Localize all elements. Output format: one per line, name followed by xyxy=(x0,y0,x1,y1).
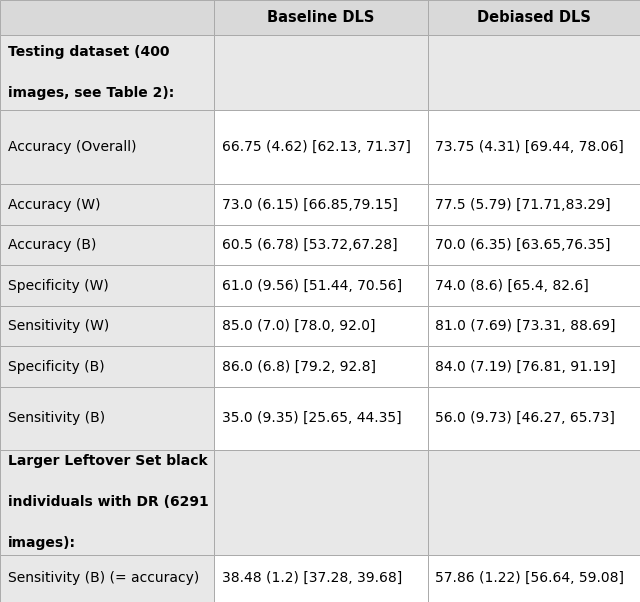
Text: 73.0 (6.15) [66.85,79.15]: 73.0 (6.15) [66.85,79.15] xyxy=(222,197,398,212)
Bar xyxy=(428,265,640,306)
Bar xyxy=(0,225,214,265)
Text: 38.48 (1.2) [37.28, 39.68]: 38.48 (1.2) [37.28, 39.68] xyxy=(222,571,403,585)
Bar xyxy=(0,387,214,450)
Bar xyxy=(0,450,214,554)
Bar xyxy=(0,346,214,387)
Bar xyxy=(214,0,428,35)
Bar xyxy=(428,450,640,554)
Text: 61.0 (9.56) [51.44, 70.56]: 61.0 (9.56) [51.44, 70.56] xyxy=(222,279,402,293)
Bar xyxy=(0,306,214,346)
Bar xyxy=(428,184,640,225)
Bar xyxy=(214,387,428,450)
Bar xyxy=(428,554,640,602)
Bar xyxy=(0,35,214,110)
Bar xyxy=(214,225,428,265)
Text: Accuracy (Overall): Accuracy (Overall) xyxy=(8,140,136,154)
Bar xyxy=(0,184,214,225)
Text: 73.75 (4.31) [69.44, 78.06]: 73.75 (4.31) [69.44, 78.06] xyxy=(435,140,624,154)
Text: 60.5 (6.78) [53.72,67.28]: 60.5 (6.78) [53.72,67.28] xyxy=(222,238,397,252)
Text: Sensitivity (B) (= accuracy): Sensitivity (B) (= accuracy) xyxy=(8,571,199,585)
Text: Larger Leftover Set black
 
individuals with DR (6291
 
images):: Larger Leftover Set black individuals wi… xyxy=(8,454,209,550)
Bar xyxy=(214,306,428,346)
Text: 85.0 (7.0) [78.0, 92.0]: 85.0 (7.0) [78.0, 92.0] xyxy=(222,319,376,333)
Bar xyxy=(214,35,428,110)
Bar xyxy=(428,387,640,450)
Text: Specificity (B): Specificity (B) xyxy=(8,359,104,374)
Text: Specificity (W): Specificity (W) xyxy=(8,279,108,293)
Bar xyxy=(214,450,428,554)
Text: 57.86 (1.22) [56.64, 59.08]: 57.86 (1.22) [56.64, 59.08] xyxy=(435,571,624,585)
Text: Accuracy (B): Accuracy (B) xyxy=(8,238,96,252)
Bar xyxy=(428,35,640,110)
Bar xyxy=(428,306,640,346)
Bar xyxy=(428,225,640,265)
Bar xyxy=(0,265,214,306)
Bar xyxy=(428,110,640,184)
Text: 77.5 (5.79) [71.71,83.29]: 77.5 (5.79) [71.71,83.29] xyxy=(435,197,611,212)
Text: 86.0 (6.8) [79.2, 92.8]: 86.0 (6.8) [79.2, 92.8] xyxy=(222,359,376,374)
Text: 74.0 (8.6) [65.4, 82.6]: 74.0 (8.6) [65.4, 82.6] xyxy=(435,279,589,293)
Text: Accuracy (W): Accuracy (W) xyxy=(8,197,100,212)
Bar xyxy=(214,554,428,602)
Bar xyxy=(0,554,214,602)
Text: Sensitivity (W): Sensitivity (W) xyxy=(8,319,109,333)
Text: Baseline DLS: Baseline DLS xyxy=(268,10,374,25)
Text: Debiased DLS: Debiased DLS xyxy=(477,10,591,25)
Bar xyxy=(0,0,214,35)
Bar xyxy=(214,346,428,387)
Text: 35.0 (9.35) [25.65, 44.35]: 35.0 (9.35) [25.65, 44.35] xyxy=(222,411,402,426)
Text: Testing dataset (400
 
images, see Table 2):: Testing dataset (400 images, see Table 2… xyxy=(8,45,174,100)
Bar xyxy=(214,265,428,306)
Bar xyxy=(0,110,214,184)
Text: 66.75 (4.62) [62.13, 71.37]: 66.75 (4.62) [62.13, 71.37] xyxy=(222,140,411,154)
Bar xyxy=(214,184,428,225)
Bar xyxy=(214,110,428,184)
Bar xyxy=(428,346,640,387)
Text: 70.0 (6.35) [63.65,76.35]: 70.0 (6.35) [63.65,76.35] xyxy=(435,238,611,252)
Bar xyxy=(428,0,640,35)
Text: 84.0 (7.19) [76.81, 91.19]: 84.0 (7.19) [76.81, 91.19] xyxy=(435,359,616,374)
Text: 81.0 (7.69) [73.31, 88.69]: 81.0 (7.69) [73.31, 88.69] xyxy=(435,319,616,333)
Text: Sensitivity (B): Sensitivity (B) xyxy=(8,411,105,426)
Text: 56.0 (9.73) [46.27, 65.73]: 56.0 (9.73) [46.27, 65.73] xyxy=(435,411,615,426)
